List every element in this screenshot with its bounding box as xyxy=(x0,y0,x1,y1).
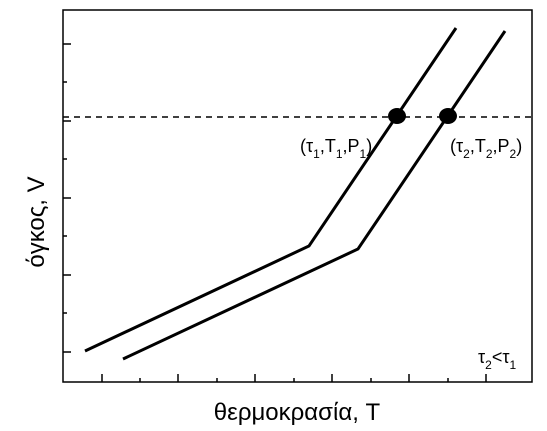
x-axis-ticks xyxy=(101,374,487,382)
point-1-marker xyxy=(388,108,406,124)
y-axis-title: όγκος, V xyxy=(23,176,50,267)
x-axis-title: θερμοκρασία, T xyxy=(214,399,381,426)
plot-frame xyxy=(62,9,533,383)
curve-tau1 xyxy=(84,27,458,353)
point-2-marker xyxy=(439,108,457,124)
point-2-label: (τ2,T2,P2) xyxy=(450,136,522,161)
y-axis-ticks xyxy=(63,43,71,353)
point-1-label: (τ1,T1,P1) xyxy=(300,136,372,161)
curve-tau2 xyxy=(122,30,507,361)
condition-label: τ2<τ1 xyxy=(478,347,516,372)
